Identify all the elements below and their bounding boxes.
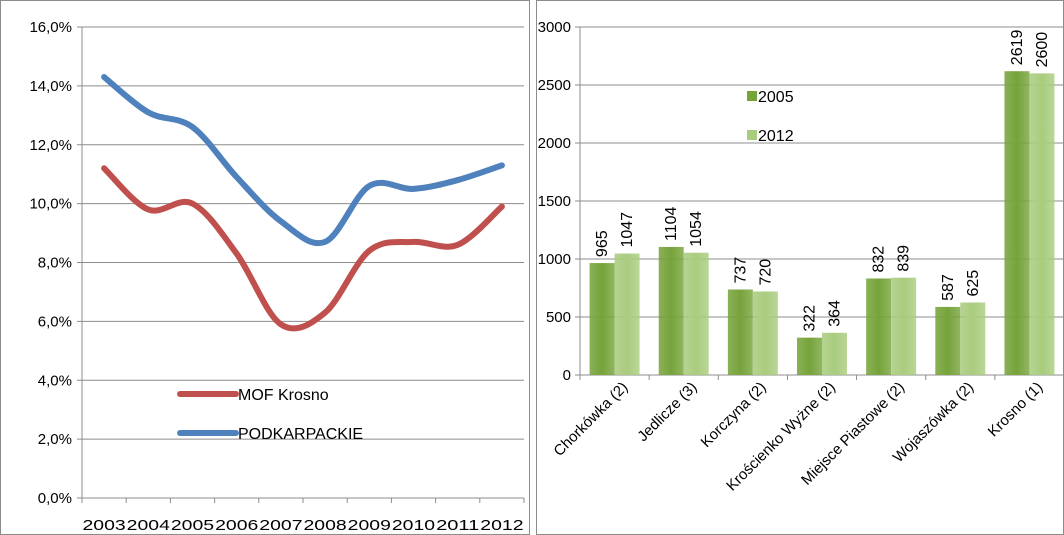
chart-border — [0, 0, 530, 535]
x-tick-label: 2006 — [215, 517, 258, 534]
data-label: 2600 — [1034, 32, 1051, 68]
y-tick-label: 2500 — [538, 77, 571, 94]
y-tick-label: 2000 — [538, 135, 571, 152]
bar-2012 — [891, 277, 917, 375]
bar-2005 — [797, 337, 822, 375]
y-tick-label: 500 — [546, 309, 571, 326]
y-tick-label: 16,0% — [29, 19, 72, 36]
x-tick-label: 2005 — [171, 517, 214, 534]
legend-swatch — [747, 130, 757, 140]
x-tick-label: 2008 — [304, 517, 347, 534]
bar-2005 — [658, 246, 684, 375]
y-tick-label: 8,0% — [38, 255, 72, 272]
data-label: 1047 — [619, 212, 636, 248]
data-label: 839 — [896, 245, 913, 272]
bar-2012 — [1029, 73, 1055, 376]
data-label: 737 — [732, 257, 749, 284]
series-line-mof-krosno — [101, 165, 505, 332]
data-label: 364 — [827, 300, 844, 327]
y-tick-label: 3000 — [538, 19, 571, 36]
bar-2012 — [614, 253, 640, 375]
data-label: 1054 — [688, 211, 705, 247]
data-label: 2619 — [1009, 30, 1026, 66]
x-tick-label: 2010 — [392, 517, 435, 534]
x-tick-label: 2011 — [436, 517, 479, 534]
x-tick-label: 2004 — [127, 517, 170, 534]
bar-2005 — [1004, 71, 1030, 376]
bar-2012 — [752, 291, 778, 375]
bar-2005 — [727, 289, 753, 375]
series-line-podkarpackie — [101, 74, 505, 247]
legend-swatch — [747, 91, 757, 101]
bar-2012 — [960, 302, 986, 375]
x-tick-label: 2009 — [348, 517, 391, 534]
y-tick-label: 10,0% — [29, 196, 72, 213]
y-tick-label: 1000 — [538, 251, 571, 268]
data-label: 1104 — [663, 206, 680, 241]
y-tick-label: 14,0% — [29, 78, 72, 95]
y-tick-label: 12,0% — [29, 137, 72, 154]
y-tick-label: 4,0% — [38, 372, 72, 389]
y-tick-label: 6,0% — [38, 313, 72, 330]
bar-2012 — [822, 332, 847, 375]
y-tick-label: 2,0% — [38, 431, 72, 448]
legend-label: MOF Krosno — [238, 387, 329, 404]
bar-2005 — [935, 306, 961, 375]
line-chart-unemployment: 0,0% 2,0% 4,0% 6,0% 8,0% 10,0% 12,0% 14,0% 16,0%… — [0, 0, 530, 535]
bar-2005 — [589, 263, 615, 375]
legend-label: PODKARPACKIE — [238, 426, 363, 443]
y-tick-label: 0,0% — [38, 490, 72, 507]
data-label: 832 — [871, 246, 888, 273]
y-tick-label: 1500 — [538, 193, 571, 210]
x-tick-label: 2007 — [259, 517, 302, 534]
data-label: 587 — [940, 274, 957, 301]
data-label: 965 — [594, 230, 611, 257]
x-tick-label: 2012 — [480, 517, 523, 534]
x-tick-label: 2003 — [83, 517, 126, 534]
data-label: 322 — [802, 305, 819, 332]
data-label: 720 — [757, 259, 774, 286]
bar-2005 — [866, 278, 892, 375]
legend-label: 2012 — [758, 128, 794, 145]
y-tick-label: 0 — [563, 367, 571, 384]
legend-label: 2005 — [758, 89, 794, 106]
data-label: 625 — [965, 270, 982, 297]
bar-2012 — [683, 252, 709, 375]
